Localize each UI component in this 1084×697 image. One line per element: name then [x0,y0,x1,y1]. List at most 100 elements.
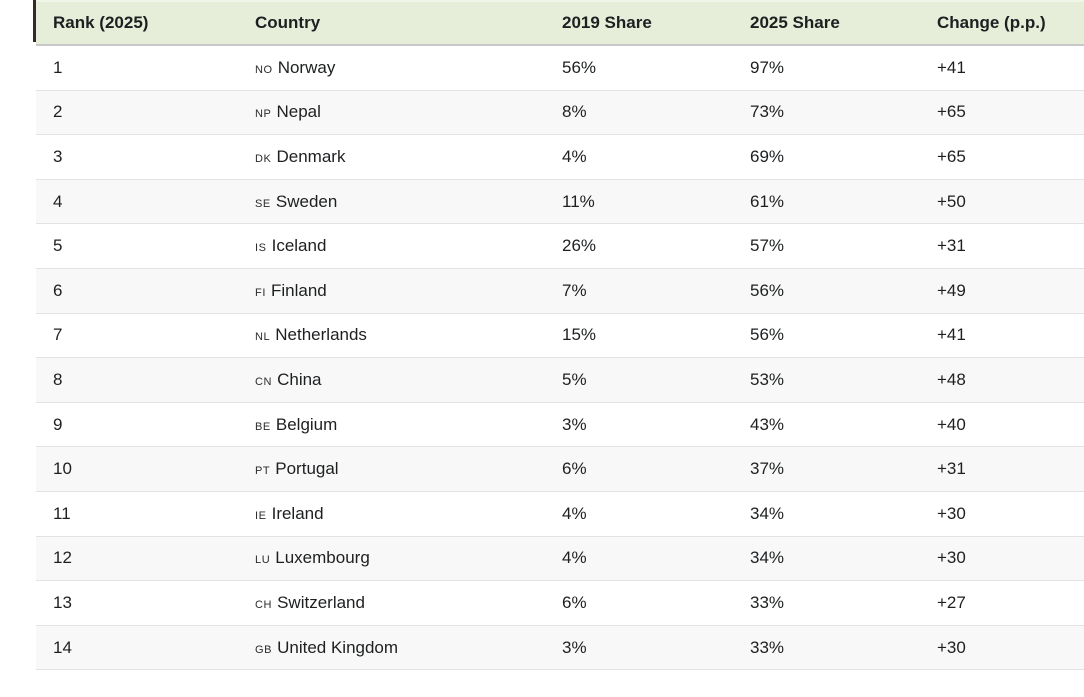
country-code-flag: IE [255,509,267,522]
share-2019-cell: 3% [562,414,587,434]
country-name: United Kingdom [277,637,399,657]
country-cell: IS Iceland [238,224,545,269]
rank-cell: 8 [53,369,63,389]
share-2025-cell: 33% [750,592,785,612]
country-name: Portugal [275,459,339,479]
change-cell: +41 [937,57,966,77]
country-cell: CH Switzerland [238,581,545,626]
country-code-flag: FI [255,286,266,299]
country-cell: SE Sweden [238,179,545,224]
share-2025-cell: 33% [750,637,785,657]
change-cell: +30 [937,503,966,523]
table-row: 8 CN China 5% 53% +48 [36,357,1084,403]
rank-cell: 13 [53,592,72,612]
table-row: 14 GB United Kingdom 3% 33% +30 [36,625,1084,670]
rank-cell: 2 [53,102,63,122]
share-2025-cell: 34% [750,503,785,523]
share-2025-cell: 97% [750,57,785,77]
rank-cell: 5 [53,236,63,256]
header-left-edge-mark [33,0,36,42]
share-2025-cell: 73% [750,102,785,122]
table-row: 1 NO Norway 56% 97% +41 [36,45,1084,91]
country-code-flag: NO [255,63,273,76]
country-code-flag: GB [255,643,273,656]
rank-cell: 1 [53,57,63,77]
country-cell: FI Finland [238,268,545,313]
country-cell: NL Netherlands [238,313,545,358]
table-row: 13 CH Switzerland 6% 33% +27 [36,580,1084,626]
country-cell: GB United Kingdom [238,625,545,670]
rank-cell: 12 [53,548,72,568]
table-row: 4 SE Sweden 11% 61% +50 [36,179,1084,224]
change-cell: +27 [937,592,966,612]
table-row: 3 DK Denmark 4% 69% +65 [36,134,1084,180]
country-cell: IE Ireland [238,491,545,536]
share-2019-cell: 56% [562,57,597,77]
table-row: 2 NP Nepal 8% 73% +65 [36,90,1084,135]
country-name: Finland [270,280,327,300]
share-2019-cell: 4% [562,146,587,166]
share-2025-cell: 69% [750,146,785,166]
country-code-flag: SE [255,197,271,210]
rank-cell: 7 [53,325,63,345]
share-2019-cell: 15% [562,325,597,345]
rank-cell: 10 [53,459,72,479]
change-cell: +49 [937,280,966,300]
country-name: China [277,369,322,389]
country-code-flag: NL [255,331,271,344]
share-2019-cell: 5% [562,369,587,389]
country-cell: NO Norway [238,45,545,90]
share-2019-cell: 6% [562,592,587,612]
country-name: Ireland [271,503,324,523]
rank-cell: 6 [53,280,63,300]
share-2019-cell: 7% [562,280,587,300]
share-2019-cell: 3% [562,637,587,657]
share-2019-cell: 4% [562,548,587,568]
country-cell: LU Luxembourg [238,536,545,581]
table-row: 5 IS Iceland 26% 57% +31 [36,223,1084,269]
change-cell: +31 [937,459,966,479]
change-cell: +41 [937,325,966,345]
country-code-flag: CN [255,375,273,388]
country-name: Netherlands [275,325,367,345]
table-row: 6 FI Finland 7% 56% +49 [36,268,1084,314]
country-name: Denmark [276,146,346,166]
country-code-flag: BE [255,420,271,433]
rank-cell: 11 [53,503,71,523]
country-name: Sweden [275,191,338,211]
share-2019-cell: 11% [562,191,595,211]
share-2025-cell: 61% [750,191,785,211]
country-code-flag: DK [255,152,272,165]
country-name: Belgium [275,414,338,434]
share-2025-cell: 34% [750,548,785,568]
share-2025-cell: 37% [750,459,785,479]
change-cell: +31 [937,236,966,256]
col-header-rank: Rank (2025) [36,0,238,46]
country-share-table: Rank (2025) Country 2019 Share 2025 Shar… [36,0,1084,670]
table-header-row: Rank (2025) Country 2019 Share 2025 Shar… [36,0,1084,46]
country-code-flag: LU [255,554,271,567]
share-2025-cell: 53% [750,369,785,389]
change-cell: +30 [937,548,966,568]
country-cell: DK Denmark [238,135,545,180]
change-cell: +48 [937,369,966,389]
table-header: Rank (2025) Country 2019 Share 2025 Shar… [36,0,1084,46]
share-2025-cell: 57% [750,236,785,256]
country-name: Iceland [271,236,327,256]
country-cell: BE Belgium [238,402,545,447]
col-header-change: Change (p.p.) [920,0,1084,46]
country-code-flag: IS [255,242,267,255]
table-row: 12 LU Luxembourg 4% 34% +30 [36,536,1084,581]
col-header-country: Country [238,0,545,46]
share-2025-cell: 56% [750,280,785,300]
country-cell: CN China [238,358,545,403]
share-2019-cell: 26% [562,236,597,256]
rank-cell: 9 [53,414,63,434]
country-code-flag: NP [255,108,272,121]
col-header-2019-share: 2019 Share [545,0,733,46]
country-code-flag: PT [255,465,271,478]
change-cell: +65 [937,146,966,166]
share-2025-cell: 56% [750,325,785,345]
share-2019-cell: 4% [562,503,587,523]
change-cell: +30 [937,637,966,657]
